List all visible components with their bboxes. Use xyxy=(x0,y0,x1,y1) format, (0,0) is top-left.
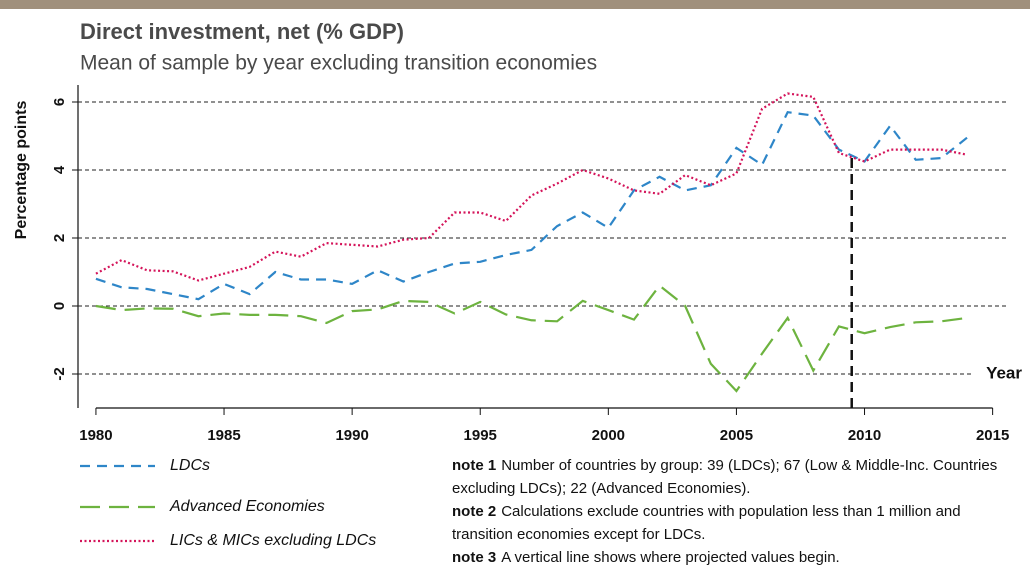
y-tick-label: 4 xyxy=(51,165,68,174)
x-axis-label: Year xyxy=(986,363,1022,382)
note-text: A vertical line shows where projected va… xyxy=(501,549,840,566)
series-line xyxy=(95,284,968,393)
y-tick-label: 0 xyxy=(51,302,68,310)
legend-label: Advanced Economies xyxy=(169,498,325,515)
top-band xyxy=(0,0,1030,9)
y-tick-label: -2 xyxy=(51,367,68,380)
note-text: Number of countries by group: 39 (LDCs);… xyxy=(452,457,998,497)
x-tick-label: 2015 xyxy=(976,427,1009,444)
x-tick-label: 2005 xyxy=(720,427,753,444)
notes: note 1 Number of countries by group: 39 (… xyxy=(452,454,1022,569)
x-tick-label: 1980 xyxy=(79,427,112,444)
note-label: note 3 xyxy=(452,549,497,566)
y-axis-label: Percentage points xyxy=(13,101,30,240)
series-line xyxy=(95,92,968,282)
note: note 2 Calculations exclude countries wit… xyxy=(452,500,1022,546)
chart-title: Direct investment, net (% GDP) xyxy=(80,19,404,44)
x-tick-label: 2000 xyxy=(592,427,625,444)
note-label: note 2 xyxy=(452,503,497,520)
x-tick-label: 2010 xyxy=(848,427,881,444)
legend-label: LDCs xyxy=(170,457,210,474)
x-label-bg xyxy=(972,363,1024,385)
note-text: Calculations exclude countries with popu… xyxy=(452,503,961,543)
x-tick-label: 1985 xyxy=(207,427,240,444)
legend-label: LICs & MICs excluding LDCs xyxy=(170,532,376,549)
y-tick-label: 2 xyxy=(51,234,68,242)
series-line xyxy=(95,111,968,301)
y-tick-label: 6 xyxy=(51,98,68,106)
x-tick-label: 1990 xyxy=(335,427,368,444)
note: note 1 Number of countries by group: 39 (… xyxy=(452,454,1022,500)
x-tick-label: 1995 xyxy=(464,427,497,444)
chart-subtitle: Mean of sample by year excluding transit… xyxy=(80,52,597,75)
note-label: note 1 xyxy=(452,457,497,474)
